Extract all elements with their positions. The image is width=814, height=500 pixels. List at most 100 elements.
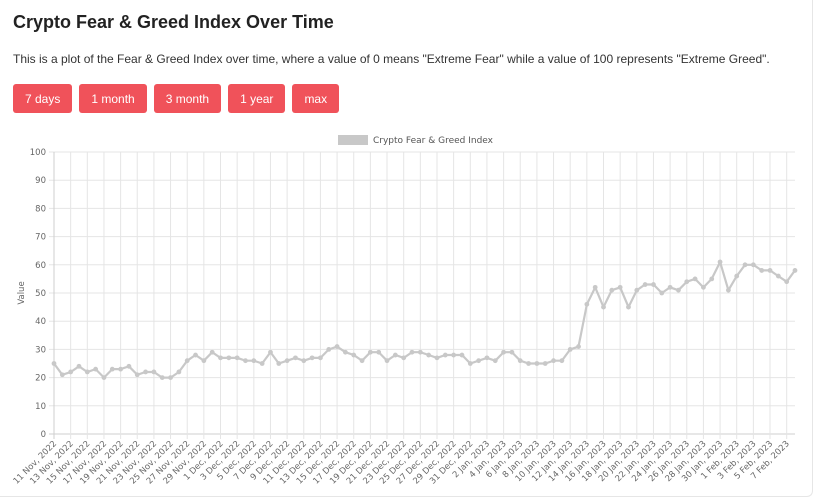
chart-legend[interactable]: Crypto Fear & Greed Index — [338, 135, 494, 146]
data-point[interactable] — [684, 279, 690, 285]
data-point[interactable] — [476, 358, 482, 364]
data-point[interactable] — [717, 259, 723, 265]
data-point[interactable] — [359, 358, 365, 364]
range-1-year-button[interactable]: 1 year — [228, 84, 286, 113]
data-point[interactable] — [318, 355, 323, 361]
range-max-button[interactable]: max — [292, 84, 340, 113]
data-point[interactable] — [176, 369, 182, 375]
data-point[interactable] — [193, 352, 198, 358]
data-point[interactable] — [284, 358, 290, 364]
data-point[interactable] — [68, 369, 74, 375]
page-title: Crypto Fear & Greed Index Over Time — [13, 12, 334, 32]
data-point[interactable] — [667, 284, 673, 290]
data-point[interactable] — [401, 355, 407, 361]
data-point[interactable] — [51, 361, 57, 366]
data-point[interactable] — [168, 375, 173, 380]
data-point[interactable] — [384, 358, 390, 364]
data-point[interactable] — [551, 358, 556, 364]
data-point[interactable] — [118, 366, 124, 372]
range-1-month-button[interactable]: 1 month — [79, 84, 147, 113]
data-point[interactable] — [243, 358, 248, 364]
data-point[interactable] — [542, 361, 548, 366]
data-point[interactable] — [293, 355, 298, 361]
data-point[interactable] — [601, 304, 606, 310]
data-point[interactable] — [134, 372, 140, 378]
data-point[interactable] — [701, 284, 706, 290]
data-point[interactable] — [734, 273, 740, 279]
data-point[interactable] — [442, 352, 448, 358]
data-point[interactable] — [151, 369, 157, 375]
data-point[interactable] — [201, 358, 207, 364]
data-point[interactable] — [725, 287, 731, 293]
data-point[interactable] — [517, 358, 523, 364]
data-point[interactable] — [351, 352, 357, 358]
data-point[interactable] — [259, 361, 265, 366]
data-point[interactable] — [226, 355, 232, 361]
data-point[interactable] — [459, 352, 465, 358]
data-point[interactable] — [84, 369, 90, 375]
data-point[interactable] — [209, 349, 215, 355]
data-point[interactable] — [301, 358, 307, 364]
data-point[interactable] — [492, 358, 498, 364]
data-point[interactable] — [409, 349, 415, 355]
data-point[interactable] — [326, 347, 332, 352]
data-point[interactable] — [109, 366, 115, 372]
data-point[interactable] — [750, 262, 756, 268]
data-point[interactable] — [559, 358, 565, 364]
data-point[interactable] — [659, 290, 665, 296]
data-point[interactable] — [93, 366, 99, 372]
data-point[interactable] — [526, 361, 531, 366]
data-point[interactable] — [692, 276, 698, 282]
data-point[interactable] — [343, 349, 348, 355]
data-point[interactable] — [218, 355, 223, 361]
data-point[interactable] — [392, 352, 398, 358]
data-point[interactable] — [376, 349, 382, 355]
data-point[interactable] — [584, 301, 590, 307]
data-point[interactable] — [76, 363, 82, 369]
data-point[interactable] — [451, 352, 457, 358]
data-point[interactable] — [642, 282, 648, 287]
data-point[interactable] — [276, 361, 282, 366]
data-point[interactable] — [159, 375, 165, 380]
data-point[interactable] — [509, 349, 515, 355]
y-tick-label: 40 — [35, 317, 46, 327]
data-point[interactable] — [184, 358, 190, 364]
data-point[interactable] — [501, 349, 506, 355]
y-axis-ticks: 0 10 20 30 40 50 60 70 80 90 100 — [30, 148, 46, 440]
data-point[interactable] — [101, 375, 107, 380]
data-point[interactable] — [709, 276, 715, 282]
data-point[interactable] — [434, 355, 440, 361]
data-point[interactable] — [609, 287, 615, 293]
data-point[interactable] — [334, 344, 340, 349]
data-point[interactable] — [742, 262, 748, 268]
data-point[interactable] — [592, 284, 598, 290]
range-3-month-button[interactable]: 3 month — [153, 84, 222, 113]
data-point[interactable] — [634, 287, 640, 293]
data-point[interactable] — [759, 268, 765, 273]
range-7-days-button[interactable]: 7 days — [13, 84, 73, 113]
data-point[interactable] — [309, 355, 315, 361]
data-point[interactable] — [484, 355, 490, 361]
data-point[interactable] — [268, 349, 273, 355]
data-point[interactable] — [676, 287, 681, 293]
data-point[interactable] — [417, 349, 423, 355]
data-point[interactable] — [767, 268, 773, 273]
data-point[interactable] — [784, 279, 790, 285]
data-point[interactable] — [367, 349, 373, 355]
data-point[interactable] — [426, 352, 432, 358]
data-point[interactable] — [626, 304, 631, 310]
data-point[interactable] — [59, 372, 65, 378]
data-point[interactable] — [251, 358, 257, 364]
data-point[interactable] — [234, 355, 240, 361]
data-point[interactable] — [651, 282, 656, 287]
data-point[interactable] — [576, 344, 581, 349]
data-point[interactable] — [534, 361, 540, 366]
data-point[interactable] — [792, 268, 798, 273]
data-point[interactable] — [775, 273, 781, 279]
data-point[interactable] — [467, 361, 473, 366]
data-point[interactable] — [617, 284, 623, 290]
data-point[interactable] — [143, 369, 148, 375]
data-point[interactable] — [567, 347, 573, 352]
data-point[interactable] — [126, 363, 132, 369]
